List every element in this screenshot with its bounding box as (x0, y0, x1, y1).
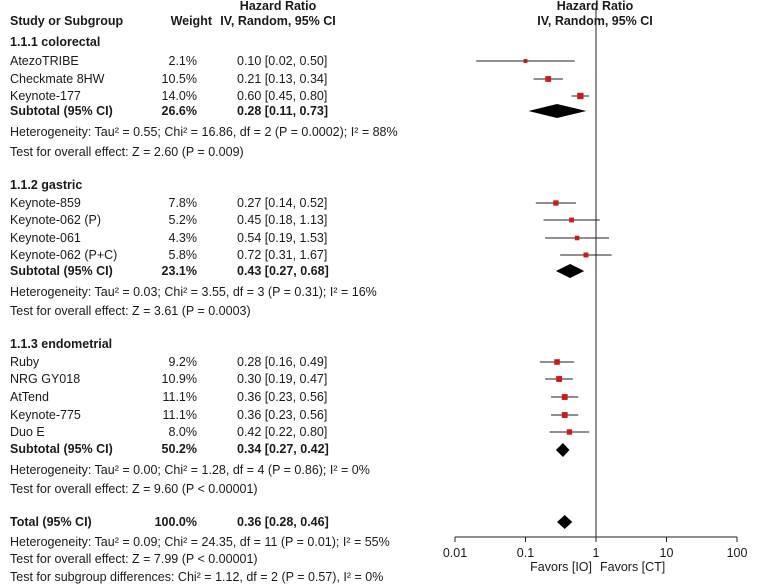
study-square (545, 76, 552, 82)
study-square (556, 376, 563, 382)
overall-effect-text: Test for overall effect: Z = 3.61 (P = 0… (10, 304, 251, 318)
study-square (561, 394, 568, 400)
header-study: Study or Subgroup (10, 14, 124, 28)
study-weight: 5.2% (168, 213, 198, 227)
study-ci: 0.27 [0.14, 0.52] (237, 196, 328, 210)
study-weight: 10.5% (161, 72, 197, 86)
subtotal-label: Subtotal (95% CI) (10, 442, 113, 456)
study-ci: 0.10 [0.02, 0.50] (237, 54, 328, 68)
header-weight: Weight (170, 14, 212, 28)
overall-effect-text: Test for overall effect: Z = 2.60 (P = 0… (10, 145, 244, 159)
study-square (566, 429, 573, 435)
study-name: Keynote-859 (10, 196, 81, 210)
total-label: Total (95% CI) (10, 515, 92, 529)
heterogeneity-text: Heterogeneity: Tau² = 0.55; Chi² = 16.86… (10, 125, 398, 139)
x-tick-label: 10 (660, 546, 674, 560)
subtotal-weight: 23.1% (161, 264, 197, 278)
total-heterogeneity-text: Heterogeneity: Tau² = 0.09; Chi² = 24.35… (10, 535, 390, 549)
study-name: NRG GY018 (10, 372, 81, 386)
subtotal-ci: 0.34 [0.27, 0.42] (237, 442, 329, 456)
study-square (523, 59, 528, 63)
subtotal-label: Subtotal (95% CI) (10, 104, 113, 118)
header-hazard-ratio: Hazard Ratio (239, 0, 317, 13)
study-ci: 0.28 [0.16, 0.49] (237, 355, 328, 369)
study-name: Keynote-775 (10, 408, 81, 422)
study-ci: 0.42 [0.22, 0.80] (237, 425, 328, 439)
favors-io-label: Favors [IO] (530, 560, 592, 574)
study-weight: 11.1% (162, 408, 197, 422)
study-weight: 11.1% (162, 390, 197, 404)
subtotal-label: Subtotal (95% CI) (10, 264, 113, 278)
heterogeneity-text: Heterogeneity: Tau² = 0.00; Chi² = 1.28,… (10, 463, 370, 477)
favors-ct-label: Favors [CT] (600, 560, 665, 574)
x-tick-label: 100 (727, 546, 748, 560)
x-tick-label: 0.1 (517, 546, 534, 560)
study-weight: 5.8% (168, 248, 198, 262)
x-tick-label: 1 (593, 546, 600, 560)
total-overall-effect-text: Test for overall effect: Z = 7.99 (P < 0… (10, 552, 258, 566)
study-ci: 0.45 [0.18, 1.13] (237, 213, 328, 227)
subtotal-weight: 50.2% (161, 442, 197, 456)
overall-effect-text: Test for overall effect: Z = 9.60 (P < 0… (10, 482, 258, 496)
study-square (577, 92, 584, 100)
group-title: 1.1.3 endometrial (10, 337, 113, 351)
study-ci: 0.30 [0.19, 0.47] (237, 372, 328, 386)
study-ci: 0.60 [0.45, 0.80] (237, 89, 328, 103)
study-name: Ruby (10, 355, 40, 369)
study-ci: 0.54 [0.19, 1.53] (237, 231, 328, 245)
study-name: AtTend (10, 390, 49, 404)
study-ci: 0.36 [0.23, 0.56] (237, 390, 328, 404)
study-weight: 2.1% (168, 54, 198, 68)
group-title: 1.1.1 colorectal (10, 35, 101, 49)
subtotal-diamond (555, 264, 585, 278)
total-diamond (557, 515, 573, 529)
study-name: AtezoTRIBE (10, 54, 79, 68)
header-method-plot: IV, Random, 95% CI (537, 14, 653, 28)
subtotal-diamond (555, 443, 570, 457)
study-ci: 0.21 [0.13, 0.34] (237, 72, 328, 86)
study-weight: 14.0% (161, 89, 197, 103)
study-name: Duo E (10, 425, 45, 439)
study-square (553, 200, 559, 206)
subtotal-diamond (528, 104, 587, 118)
group-title: 1.1.2 gastric (10, 178, 83, 192)
x-tick-label: 0.01 (443, 546, 467, 560)
subtotal-ci: 0.28 [0.11, 0.73] (237, 104, 329, 118)
study-square (569, 217, 574, 223)
total-weight: 100.0% (154, 515, 197, 529)
heterogeneity-text: Heterogeneity: Tau² = 0.03; Chi² = 3.55,… (10, 285, 377, 299)
subtotal-weight: 26.6% (161, 104, 197, 118)
study-weight: 4.3% (168, 231, 198, 245)
study-square (554, 359, 560, 365)
subtotal-ci: 0.43 [0.27, 0.68] (237, 264, 329, 278)
header-method: IV, Random, 95% CI (220, 14, 336, 28)
study-square (583, 252, 589, 258)
study-weight: 7.8% (168, 196, 198, 210)
study-weight: 10.9% (161, 372, 197, 386)
study-name: Keynote-062 (P) (10, 213, 102, 227)
study-name: Keynote-062 (P+C) (10, 248, 118, 262)
study-name: Checkmate 8HW (10, 72, 105, 86)
study-weight: 9.2% (168, 355, 198, 369)
study-square (561, 412, 568, 418)
study-name: Keynote-061 (10, 231, 81, 245)
header-hazard-ratio-plot: Hazard Ratio (556, 0, 634, 13)
study-square (574, 235, 580, 241)
total-ci: 0.36 [0.28, 0.46] (237, 515, 329, 529)
subgroup-differences-text: Test for subgroup differences: Chi² = 1.… (10, 570, 384, 584)
study-ci: 0.36 [0.23, 0.56] (237, 408, 328, 422)
study-name: Keynote-177 (10, 89, 81, 103)
study-weight: 8.0% (168, 425, 198, 439)
study-ci: 0.72 [0.31, 1.67] (237, 248, 328, 262)
